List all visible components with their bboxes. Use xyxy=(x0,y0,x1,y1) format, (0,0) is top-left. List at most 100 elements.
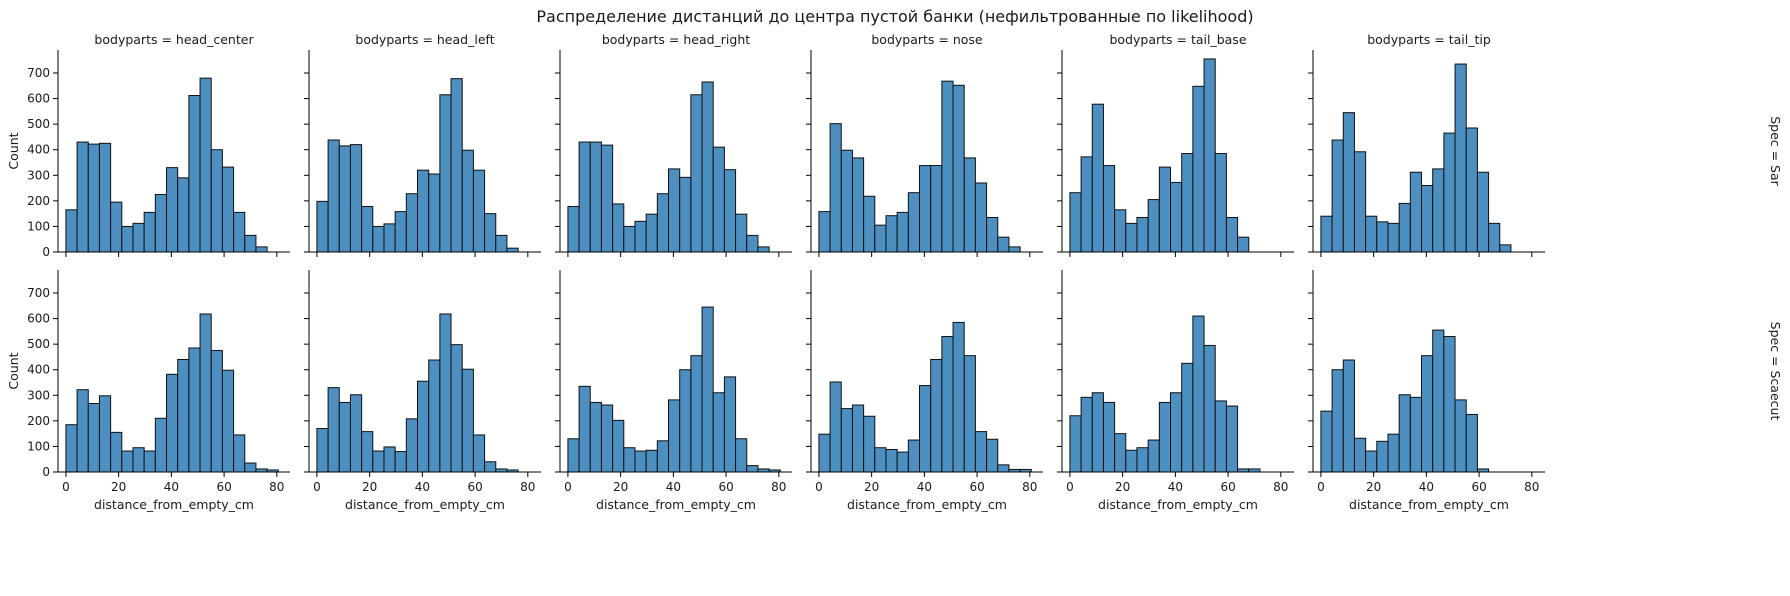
histogram-bar xyxy=(1114,433,1127,473)
y-tick-label: 300 xyxy=(27,388,50,402)
x-tick-label: 0 xyxy=(1066,480,1074,494)
histogram-bar xyxy=(668,399,681,473)
histogram-bar xyxy=(746,234,759,253)
facet-column-title: bodyparts = head_center xyxy=(94,32,254,47)
x-tick-label: 20 xyxy=(362,480,377,494)
histogram-bar xyxy=(472,434,486,473)
histogram-bar xyxy=(997,464,1010,473)
histogram-bar xyxy=(394,211,407,253)
y-axis-label: Count xyxy=(6,352,21,389)
histogram-bar xyxy=(405,193,419,253)
histogram-bar xyxy=(690,94,703,253)
histogram-bar xyxy=(668,168,681,253)
x-tick-label: 40 xyxy=(415,480,430,494)
histogram-bar xyxy=(1320,215,1333,253)
facet-row-title: Spec = Sar xyxy=(1768,116,1783,186)
histogram-bar xyxy=(255,246,268,253)
histogram-bar xyxy=(600,144,614,253)
histogram-bar xyxy=(417,380,430,473)
y-tick-label: 700 xyxy=(27,286,50,300)
histogram-bar xyxy=(1398,202,1411,253)
histogram-bar xyxy=(233,434,246,473)
histogram-bar xyxy=(863,415,876,473)
histogram-bar xyxy=(1432,329,1445,473)
histogram-bar xyxy=(690,355,703,473)
histogram-bar xyxy=(405,418,419,473)
y-tick-label: 600 xyxy=(27,312,50,326)
x-tick-label: 20 xyxy=(111,480,126,494)
histogram-bar xyxy=(1225,405,1239,473)
histogram-bar xyxy=(723,376,737,473)
histogram-bar xyxy=(1125,449,1138,473)
histogram-bar xyxy=(612,419,625,473)
histogram-bar xyxy=(919,165,932,253)
histogram-bar xyxy=(645,213,658,253)
x-axis-label: distance_from_empty_cm xyxy=(94,497,254,512)
histogram-bar xyxy=(349,394,363,473)
histogram-bar xyxy=(450,78,463,253)
facet-column-title: bodyparts = head_left xyxy=(355,32,494,47)
x-tick-label: 20 xyxy=(864,480,879,494)
histogram-bar xyxy=(76,141,89,253)
x-tick-label: 80 xyxy=(771,480,786,494)
histogram-bar xyxy=(701,81,714,253)
histogram-bar xyxy=(1365,215,1378,253)
histogram-bar xyxy=(110,431,123,473)
x-tick-label: 0 xyxy=(62,480,70,494)
y-tick-label: 100 xyxy=(27,219,50,233)
histogram-bar xyxy=(941,335,954,473)
histogram-bar xyxy=(1353,437,1367,473)
histogram-bar xyxy=(1147,439,1160,473)
histogram-bar xyxy=(1398,394,1411,473)
x-axis-label: distance_from_empty_cm xyxy=(596,497,756,512)
histogram-bar xyxy=(1008,246,1021,253)
histogram-bar xyxy=(1454,63,1467,253)
histogram-bar xyxy=(1488,222,1501,253)
histogram-bar xyxy=(166,167,179,253)
histogram-bar xyxy=(1080,396,1093,473)
histogram-bar xyxy=(1192,315,1205,473)
histogram-bar xyxy=(1091,103,1104,253)
y-tick-label: 400 xyxy=(27,143,50,157)
histogram-bar xyxy=(417,169,430,253)
histogram-bar xyxy=(98,395,112,473)
histogram-bar xyxy=(1080,156,1093,253)
histogram-bar xyxy=(349,144,363,253)
histogram-bar xyxy=(188,347,201,473)
histogram-bar xyxy=(1158,401,1172,473)
histogram-bar xyxy=(589,401,602,473)
histogram-bar xyxy=(338,401,351,473)
histogram-bar xyxy=(986,438,999,473)
histogram-bar xyxy=(1465,127,1478,253)
histogram-bar xyxy=(210,350,223,473)
histogram-bar xyxy=(735,438,748,473)
histogram-bar xyxy=(87,402,100,473)
histogram-bar xyxy=(1225,216,1239,253)
histogram-bar xyxy=(1499,244,1512,253)
histogram-bar xyxy=(1409,171,1423,253)
histogram-bar xyxy=(885,449,898,473)
histogram-bar xyxy=(735,213,748,253)
histogram-bar xyxy=(154,193,168,253)
histogram-bar xyxy=(1102,401,1116,473)
x-tick-label: 60 xyxy=(969,480,984,494)
histogram-bar xyxy=(578,141,591,253)
histogram-bar xyxy=(372,225,385,253)
histogram-bar xyxy=(177,177,190,253)
x-tick-label: 80 xyxy=(269,480,284,494)
x-axis-label: distance_from_empty_cm xyxy=(1098,497,1258,512)
y-tick-label: 200 xyxy=(27,414,50,428)
x-tick-label: 20 xyxy=(1115,480,1130,494)
histogram-bar xyxy=(143,450,156,473)
y-tick-label: 0 xyxy=(42,465,50,479)
histogram-bar xyxy=(952,84,965,253)
histogram-bar xyxy=(818,211,831,253)
histogram-bar xyxy=(623,447,636,473)
histogram-bar xyxy=(896,451,909,473)
histogram-bar xyxy=(1443,335,1456,473)
histogram-bar xyxy=(110,201,123,253)
histogram-bar xyxy=(1387,433,1400,473)
histogram-bar xyxy=(177,358,190,473)
